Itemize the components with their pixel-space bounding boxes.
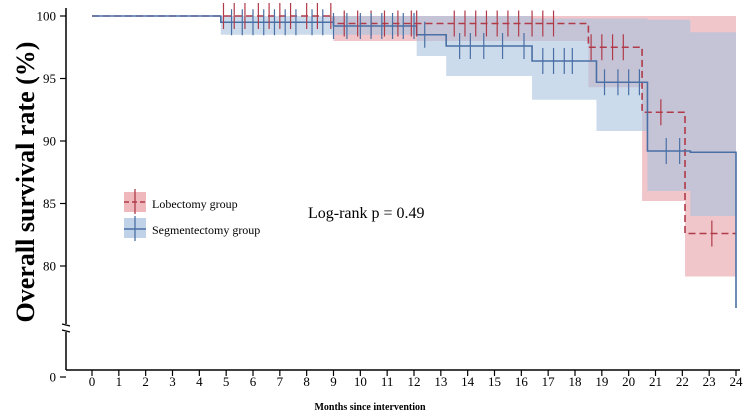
x-tick-label-9: 9 xyxy=(330,374,337,389)
x-tick-label-6: 6 xyxy=(250,374,257,389)
x-tick-label-7: 7 xyxy=(277,374,284,389)
x-tick-label-23: 23 xyxy=(703,374,716,389)
confidence-bands xyxy=(92,16,736,277)
y-tick-label-95: 95 xyxy=(43,71,56,86)
x-tick-label-17: 17 xyxy=(542,374,556,389)
x-tick-label-12: 12 xyxy=(408,374,421,389)
y-tick-label-90: 90 xyxy=(43,134,56,149)
y-tick-label-80: 80 xyxy=(43,259,56,274)
x-axis-label: Months since intervention xyxy=(314,402,426,413)
x-tick-label-0: 0 xyxy=(89,374,96,389)
x-tick-label-13: 13 xyxy=(434,374,447,389)
x-tick-label-18: 18 xyxy=(569,374,582,389)
x-tick-label-16: 16 xyxy=(515,374,529,389)
x-tick-label-1: 1 xyxy=(116,374,123,389)
x-tick-label-2: 2 xyxy=(142,374,149,389)
y-tick-label-0: 0 xyxy=(50,370,57,385)
x-tick-label-14: 14 xyxy=(461,374,475,389)
censor-marks xyxy=(222,3,713,247)
ci-band-segmentectomy xyxy=(92,16,736,216)
x-tick-label-8: 8 xyxy=(303,374,310,389)
x-tick-label-20: 20 xyxy=(622,374,635,389)
x-tick-label-15: 15 xyxy=(488,374,501,389)
y-axis-break-mark-1 xyxy=(61,323,71,327)
x-tick-label-10: 10 xyxy=(354,374,367,389)
x-tick-label-4: 4 xyxy=(196,374,203,389)
y-axis-break-mark-2 xyxy=(61,329,71,333)
legend-label-lobectomy: Lobectomy group xyxy=(152,197,238,211)
y-tick-label-100: 100 xyxy=(37,9,57,24)
x-tick-label-19: 19 xyxy=(595,374,608,389)
x-tick-label-3: 3 xyxy=(169,374,176,389)
y-axis-label: Overall survival rate (%) xyxy=(11,42,40,323)
x-tick-label-22: 22 xyxy=(676,374,689,389)
x-tick-label-21: 21 xyxy=(649,374,662,389)
legend-label-segmentectomy: Segmentectomy group xyxy=(152,223,260,237)
x-tick-label-24: 24 xyxy=(730,374,744,389)
x-tick-label-11: 11 xyxy=(381,374,394,389)
x-tick-label-5: 5 xyxy=(223,374,230,389)
legend: Lobectomy group Segmentectomy group xyxy=(124,189,260,241)
y-tick-label-85: 85 xyxy=(43,196,56,211)
log-rank-annotation: Log-rank p = 0.49 xyxy=(308,205,425,222)
